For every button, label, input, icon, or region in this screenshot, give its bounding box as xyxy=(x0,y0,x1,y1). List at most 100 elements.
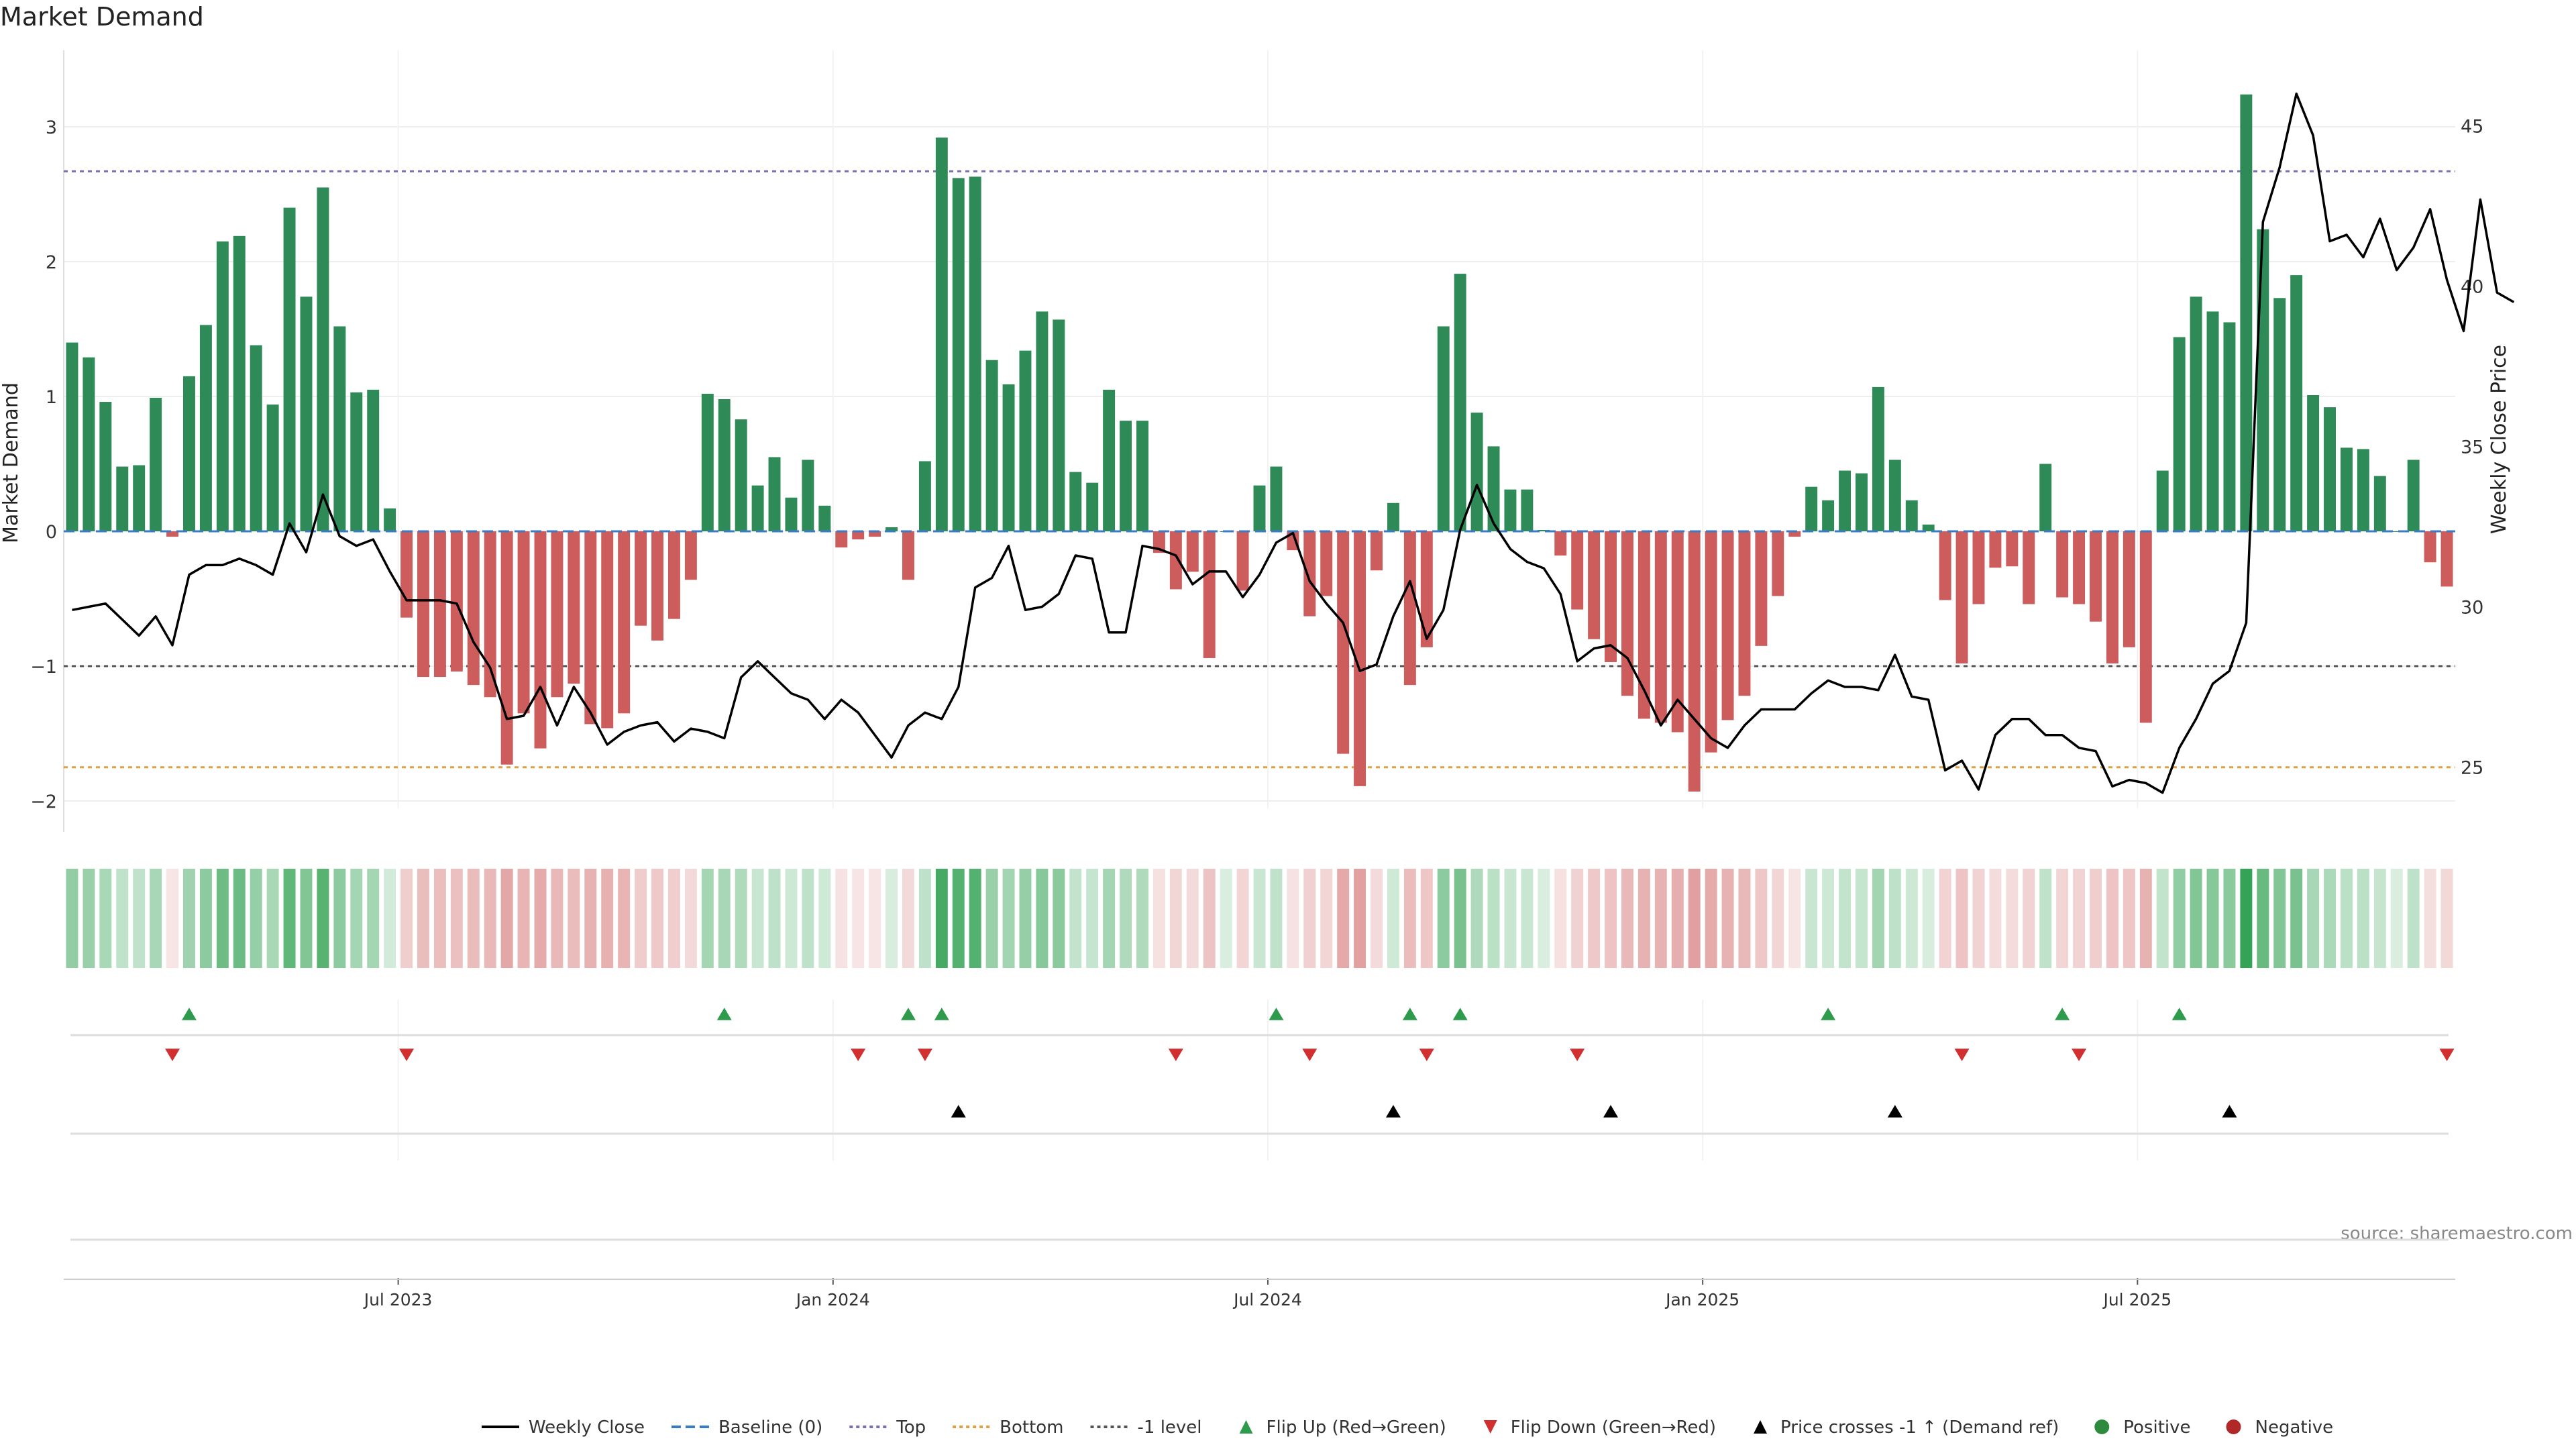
heat-strip-cell xyxy=(985,869,998,968)
demand-bar xyxy=(1571,531,1584,610)
heat-strip-cell xyxy=(333,869,346,968)
demand-bar xyxy=(1371,531,1383,571)
demand-bar xyxy=(1303,531,1316,616)
demand-bar xyxy=(1387,502,1399,531)
legend-swatch xyxy=(1239,1420,1253,1434)
heat-strip-cell xyxy=(718,869,731,968)
demand-bar xyxy=(902,531,914,580)
heat-strip-cell xyxy=(500,869,513,968)
heat-strip-cell xyxy=(1738,869,1751,968)
demand-bar xyxy=(1705,531,1717,753)
demand-bar xyxy=(2139,531,2152,723)
demand-bar xyxy=(116,466,129,531)
heat-strip-cell xyxy=(1253,869,1266,968)
heat-strip-cell xyxy=(2407,869,2420,968)
demand-bar xyxy=(2373,476,2386,531)
demand-bar xyxy=(2240,94,2253,531)
demand-bar xyxy=(2156,470,2169,531)
legend-label: Positive xyxy=(2123,1417,2190,1438)
heat-strip-cell xyxy=(584,869,597,968)
heat-strip-cell xyxy=(199,869,212,968)
heat-strip-cell xyxy=(667,869,680,968)
y-tick-label-left: 2 xyxy=(46,252,57,273)
y-tick-label-right: 35 xyxy=(2461,437,2483,458)
heat-strip-cell xyxy=(1571,869,1584,968)
demand-bar xyxy=(785,497,798,531)
demand-bar xyxy=(300,297,313,531)
heat-strip-cell xyxy=(400,869,413,968)
heat-strip-cell xyxy=(2340,869,2353,968)
demand-bar xyxy=(735,419,747,531)
heat-strip-cell xyxy=(384,869,396,968)
heat-strip-cell xyxy=(1638,869,1650,968)
heat-strip-cell xyxy=(1454,869,1466,968)
heat-strip-cell xyxy=(2240,869,2253,968)
heat-strip-cell xyxy=(1320,869,1333,968)
demand-bar xyxy=(1638,531,1650,719)
demand-bar xyxy=(952,178,965,531)
heat-strip-cell xyxy=(735,869,747,968)
heat-strip-cell xyxy=(1772,869,1784,968)
demand-bar xyxy=(2307,394,2320,531)
x-tick-label: Jul 2024 xyxy=(1232,1290,1302,1309)
heat-strip-cell xyxy=(2390,869,2403,968)
heat-strip-cell xyxy=(802,869,814,968)
demand-bar xyxy=(1169,531,1182,590)
legend-label: Negative xyxy=(2255,1417,2334,1438)
demand-bar xyxy=(433,531,446,678)
heat-strip-cell xyxy=(1169,869,1182,968)
demand-bar xyxy=(584,531,597,724)
heat-strip-cell xyxy=(818,869,831,968)
price-cross-marker xyxy=(1385,1105,1401,1118)
demand-bar xyxy=(918,461,931,531)
y-tick-label-left: 0 xyxy=(46,522,57,543)
heat-strip-cell xyxy=(2173,869,2186,968)
heat-strip-cell xyxy=(1203,869,1216,968)
demand-bar xyxy=(1738,531,1751,696)
demand-bar xyxy=(1019,350,1032,531)
heat-strip-cell xyxy=(2440,869,2453,968)
heat-strip-cell xyxy=(785,869,798,968)
flip-up-marker xyxy=(934,1008,949,1020)
heat-strip-cell xyxy=(1487,869,1500,968)
legend-item: Bottom xyxy=(953,1417,1064,1438)
heat-strip-cell xyxy=(2290,869,2303,968)
demand-bar xyxy=(2039,464,2052,531)
legend-item: Positive xyxy=(2094,1417,2191,1438)
flip-up-marker xyxy=(1821,1008,1836,1020)
flip-down-marker xyxy=(851,1049,866,1061)
demand-bar xyxy=(517,531,530,714)
heat-strip-cell xyxy=(317,869,329,968)
heat-strip-cell xyxy=(568,869,580,968)
demand-bar xyxy=(2257,229,2269,531)
legend-item: Price crosses -1 ↑ (Demand ref) xyxy=(1754,1417,2059,1438)
legend-swatch xyxy=(1754,1420,1768,1434)
heat-strip-cell xyxy=(2373,869,2386,968)
demand-bar xyxy=(150,398,162,531)
demand-bar xyxy=(1253,485,1266,531)
heat-strip-cell xyxy=(183,869,195,968)
legend-item: Negative xyxy=(2226,1417,2334,1438)
demand-bar xyxy=(1554,531,1567,556)
demand-bar xyxy=(2106,531,2118,663)
demand-bar xyxy=(1621,531,1633,696)
demand-bar xyxy=(484,531,496,698)
heat-strip-cell xyxy=(1504,869,1517,968)
heat-strip-cell xyxy=(484,869,496,968)
flip-up-marker xyxy=(2171,1008,2187,1020)
heat-strip-cell xyxy=(2206,869,2219,968)
heat-strip-cell xyxy=(2073,869,2086,968)
heat-strip-cell xyxy=(601,869,614,968)
heat-strip-cell xyxy=(1989,869,2002,968)
heat-strip-cell xyxy=(1136,869,1148,968)
price-series xyxy=(72,92,2515,794)
legend-item: Baseline (0) xyxy=(671,1417,822,1438)
heat-strip-cell xyxy=(852,869,865,968)
heat-strip-cell xyxy=(1621,869,1633,968)
heat-strip-cell xyxy=(2357,869,2369,968)
legend-label: Flip Up (Red→Green) xyxy=(1267,1417,1446,1438)
weekly-close-line xyxy=(72,92,2515,794)
heat-strip-cell xyxy=(350,869,363,968)
legend-item: Weekly Close xyxy=(482,1417,645,1438)
heat-strip-cell xyxy=(1554,869,1567,968)
